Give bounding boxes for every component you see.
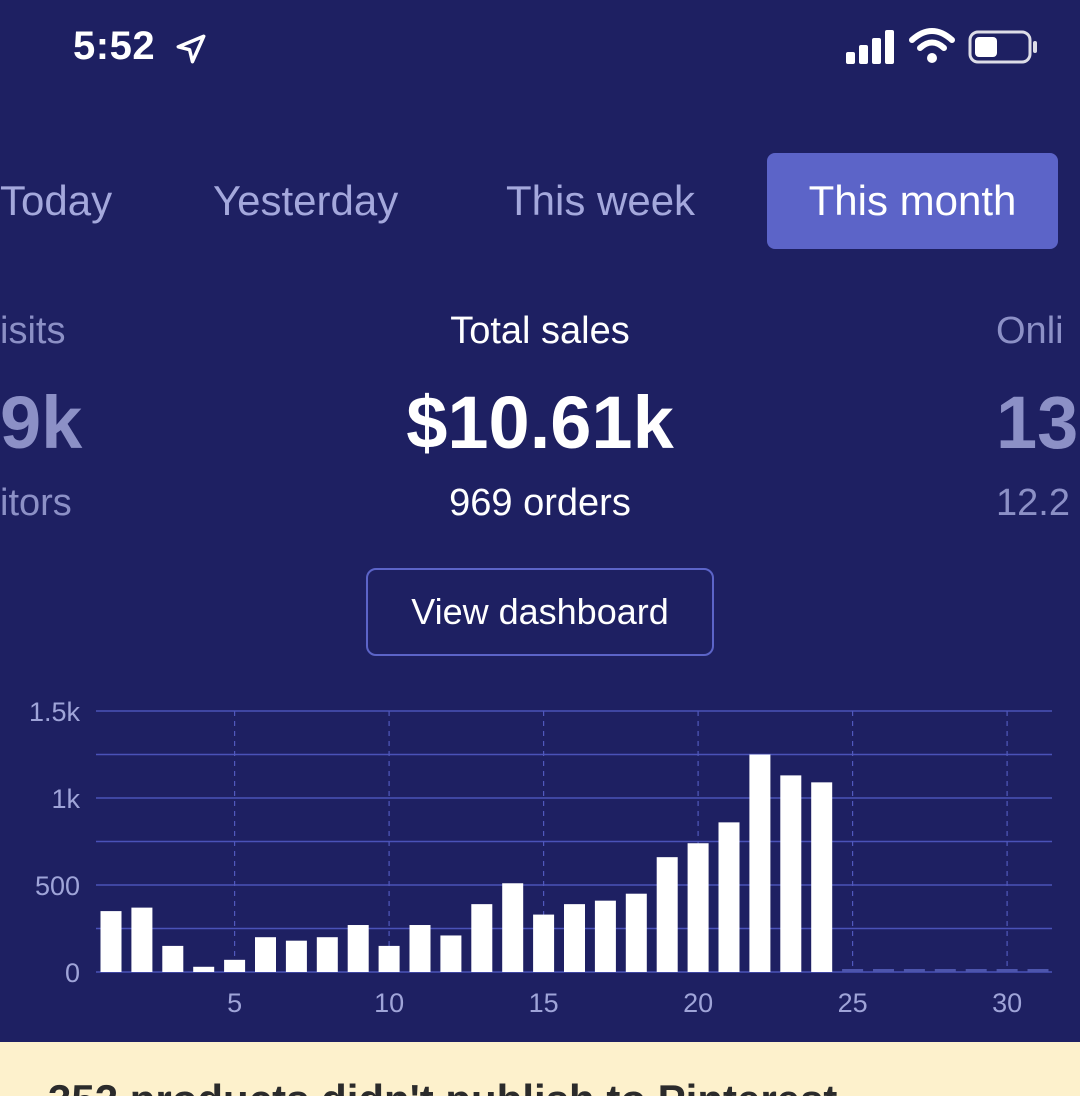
bar-day-8 bbox=[316, 937, 338, 972]
bar-day-11 bbox=[409, 925, 431, 972]
view-dashboard-button[interactable]: View dashboard bbox=[366, 568, 714, 656]
bar-day-2 bbox=[131, 907, 153, 972]
bar-day-13 bbox=[471, 904, 493, 972]
bar-day-31 bbox=[1027, 969, 1049, 972]
bar-day-10 bbox=[378, 945, 400, 972]
bar-day-9 bbox=[347, 925, 369, 972]
bar-day-7 bbox=[285, 940, 307, 972]
y-tick-label: 1.5k bbox=[29, 697, 81, 727]
bar-day-28 bbox=[934, 969, 956, 972]
x-tick-label: 30 bbox=[992, 988, 1022, 1018]
bar-day-25 bbox=[842, 969, 864, 972]
bar-day-15 bbox=[533, 914, 555, 972]
y-tick-label: 500 bbox=[35, 871, 80, 901]
status-bar: 5:52 bbox=[0, 0, 1080, 100]
pinterest-warning-banner[interactable]: 352 products didn't publish to Pinterest bbox=[0, 1042, 1080, 1096]
tab-today[interactable]: Today bbox=[0, 177, 113, 224]
banner-text: 352 products didn't publish to Pinterest bbox=[48, 1076, 837, 1096]
metric-visits-label: isits bbox=[0, 310, 66, 352]
bar-day-19 bbox=[656, 857, 678, 972]
bar-day-20 bbox=[687, 843, 709, 972]
bar-day-22 bbox=[749, 754, 771, 972]
bar-day-18 bbox=[625, 893, 647, 972]
tab-yesterday[interactable]: Yesterday bbox=[213, 177, 399, 224]
metric-online-value: 13 bbox=[996, 381, 1079, 464]
metric-sales-label: Total sales bbox=[450, 310, 630, 352]
status-time: 5:52 bbox=[73, 24, 156, 68]
bar-day-4 bbox=[193, 966, 215, 972]
tab-this-week[interactable]: This week bbox=[506, 177, 696, 224]
metric-online-label: Onli bbox=[996, 310, 1064, 352]
bar-day-6 bbox=[255, 937, 276, 972]
bar-day-30 bbox=[996, 969, 1018, 972]
metric-visits-sub: itors bbox=[0, 482, 72, 524]
bar-day-24 bbox=[811, 782, 833, 972]
metric-sales-value: $10.61k bbox=[406, 381, 674, 464]
bar-day-29 bbox=[965, 969, 987, 972]
bar-day-17 bbox=[594, 900, 616, 972]
metric-online-sub: 12.2 bbox=[996, 482, 1070, 524]
bar-day-1 bbox=[100, 911, 122, 972]
cellular-signal-icon bbox=[846, 30, 894, 64]
x-tick-label: 20 bbox=[683, 988, 713, 1018]
x-tick-label: 15 bbox=[529, 988, 559, 1018]
bar-day-23 bbox=[780, 775, 802, 972]
battery-icon bbox=[968, 30, 1037, 64]
metric-sales-orders: 969 orders bbox=[449, 482, 631, 524]
x-tick-label: 10 bbox=[374, 988, 404, 1018]
wifi-icon bbox=[909, 28, 955, 63]
y-tick-label: 0 bbox=[65, 958, 80, 988]
bar-day-27 bbox=[903, 969, 925, 972]
bar-day-16 bbox=[564, 904, 585, 972]
bar-day-26 bbox=[873, 969, 894, 972]
bar-day-5 bbox=[224, 959, 246, 972]
bar-day-12 bbox=[440, 935, 462, 972]
location-arrow-icon bbox=[176, 34, 206, 64]
metric-visits-value: 9k bbox=[0, 381, 83, 464]
bar-day-14 bbox=[502, 883, 524, 972]
bar-day-3 bbox=[162, 945, 184, 972]
y-tick-label: 1k bbox=[51, 784, 80, 814]
bar-day-21 bbox=[718, 822, 740, 972]
x-tick-label: 25 bbox=[838, 988, 868, 1018]
tab-this-month[interactable]: This month bbox=[767, 153, 1058, 249]
sales-chart: 0 500 1k 1.5k 5 10 15 20 25 30 bbox=[29, 697, 1052, 1018]
x-tick-label: 5 bbox=[227, 988, 242, 1018]
